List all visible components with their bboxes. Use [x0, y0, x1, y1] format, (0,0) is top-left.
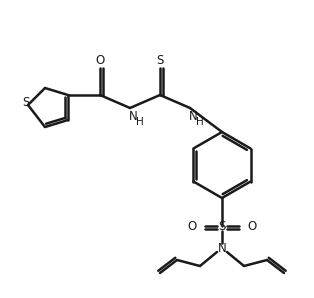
Text: N: N [218, 241, 226, 254]
Text: N: N [189, 109, 198, 122]
Text: O: O [247, 220, 257, 232]
Text: S: S [22, 97, 30, 109]
Text: N: N [129, 109, 138, 122]
Text: H: H [196, 117, 204, 127]
Text: S: S [218, 220, 226, 232]
Text: O: O [95, 55, 105, 68]
Text: O: O [187, 220, 197, 232]
Text: S: S [156, 55, 164, 68]
Text: H: H [136, 117, 144, 127]
